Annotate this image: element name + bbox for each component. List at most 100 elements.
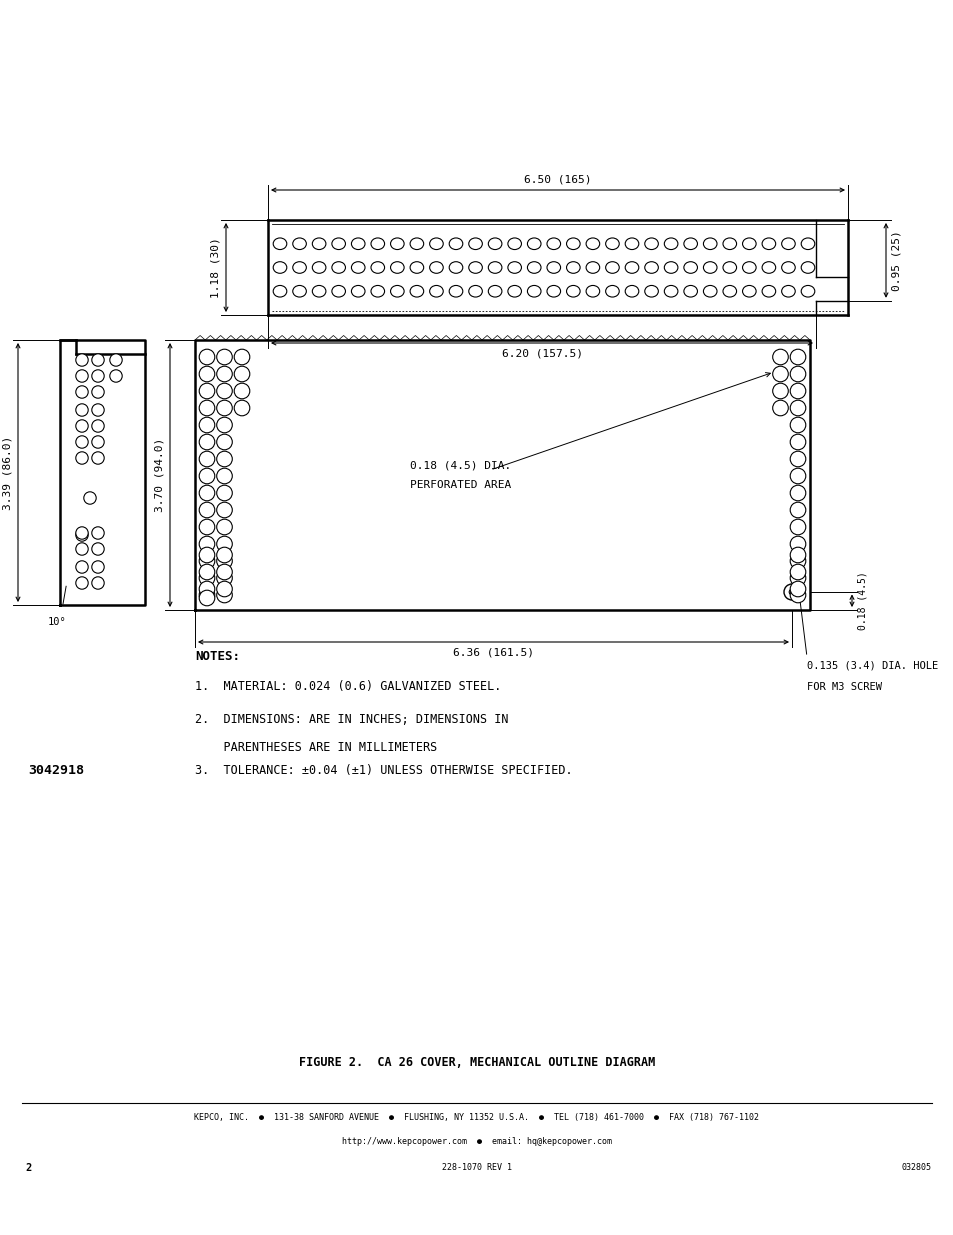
Circle shape — [216, 564, 233, 579]
Ellipse shape — [741, 262, 756, 273]
Circle shape — [216, 503, 233, 517]
Circle shape — [789, 587, 805, 603]
Circle shape — [789, 519, 805, 535]
Text: 6.20 (157.5): 6.20 (157.5) — [501, 348, 582, 358]
Circle shape — [233, 383, 250, 399]
Circle shape — [199, 536, 214, 552]
Circle shape — [216, 367, 233, 382]
Ellipse shape — [468, 238, 482, 249]
Circle shape — [199, 417, 214, 432]
Text: 3042918: 3042918 — [28, 764, 84, 777]
Circle shape — [199, 503, 214, 517]
Circle shape — [789, 451, 805, 467]
Circle shape — [75, 452, 88, 464]
Circle shape — [199, 383, 214, 399]
Ellipse shape — [683, 262, 697, 273]
Ellipse shape — [332, 285, 345, 298]
Circle shape — [75, 577, 88, 589]
Ellipse shape — [488, 285, 501, 298]
Circle shape — [789, 435, 805, 450]
Circle shape — [216, 519, 233, 535]
Circle shape — [199, 451, 214, 467]
Ellipse shape — [507, 238, 521, 249]
Circle shape — [772, 383, 787, 399]
Circle shape — [216, 383, 233, 399]
Ellipse shape — [605, 238, 618, 249]
Ellipse shape — [429, 285, 443, 298]
Text: 228-1070 REV 1: 228-1070 REV 1 — [441, 1163, 512, 1172]
Ellipse shape — [527, 262, 540, 273]
Circle shape — [75, 436, 88, 448]
Circle shape — [199, 590, 214, 606]
Ellipse shape — [761, 238, 775, 249]
Ellipse shape — [683, 285, 697, 298]
Ellipse shape — [390, 285, 404, 298]
Text: 0.18 (4.5) DIA.: 0.18 (4.5) DIA. — [410, 459, 511, 471]
Ellipse shape — [624, 262, 639, 273]
Ellipse shape — [312, 238, 326, 249]
Ellipse shape — [507, 285, 521, 298]
Ellipse shape — [371, 238, 384, 249]
Ellipse shape — [702, 238, 717, 249]
Ellipse shape — [566, 238, 579, 249]
Circle shape — [216, 553, 233, 569]
Circle shape — [75, 527, 88, 540]
Circle shape — [199, 547, 214, 563]
Circle shape — [772, 350, 787, 364]
Circle shape — [199, 582, 214, 597]
Ellipse shape — [546, 262, 560, 273]
Circle shape — [772, 367, 787, 382]
Circle shape — [216, 571, 233, 585]
Circle shape — [91, 353, 104, 367]
Circle shape — [110, 369, 122, 382]
Ellipse shape — [741, 285, 756, 298]
Ellipse shape — [273, 262, 287, 273]
Circle shape — [783, 584, 800, 600]
Text: 032805: 032805 — [901, 1163, 931, 1172]
Text: NOTES:: NOTES: — [194, 650, 240, 663]
Ellipse shape — [351, 285, 365, 298]
Text: 0.95 (25): 0.95 (25) — [890, 230, 901, 290]
Ellipse shape — [488, 262, 501, 273]
Ellipse shape — [293, 262, 306, 273]
Text: 10°: 10° — [48, 618, 67, 627]
Ellipse shape — [683, 238, 697, 249]
Circle shape — [91, 404, 104, 416]
Circle shape — [199, 553, 214, 569]
Circle shape — [91, 561, 104, 573]
Ellipse shape — [644, 262, 658, 273]
Text: KEPCO, INC.  ●  131-38 SANFORD AVENUE  ●  FLUSHING, NY 11352 U.S.A.  ●  TEL (718: KEPCO, INC. ● 131-38 SANFORD AVENUE ● FL… — [194, 1113, 759, 1123]
Ellipse shape — [449, 262, 462, 273]
Circle shape — [199, 485, 214, 501]
Circle shape — [91, 385, 104, 398]
Ellipse shape — [801, 285, 814, 298]
Circle shape — [216, 417, 233, 432]
Circle shape — [91, 577, 104, 589]
Circle shape — [199, 350, 214, 364]
Circle shape — [199, 435, 214, 450]
Ellipse shape — [585, 285, 599, 298]
Ellipse shape — [410, 262, 423, 273]
Ellipse shape — [371, 262, 384, 273]
Ellipse shape — [585, 262, 599, 273]
Circle shape — [233, 400, 250, 416]
Text: 1.18 (30): 1.18 (30) — [211, 237, 220, 298]
Ellipse shape — [566, 285, 579, 298]
Circle shape — [789, 536, 805, 552]
Ellipse shape — [293, 238, 306, 249]
Circle shape — [789, 553, 805, 569]
Circle shape — [75, 420, 88, 432]
Ellipse shape — [722, 285, 736, 298]
Circle shape — [199, 571, 214, 585]
Ellipse shape — [449, 238, 462, 249]
Ellipse shape — [566, 262, 579, 273]
Circle shape — [216, 435, 233, 450]
Text: FOR M3 SCREW: FOR M3 SCREW — [806, 682, 882, 692]
Circle shape — [789, 367, 805, 382]
Ellipse shape — [507, 262, 521, 273]
Ellipse shape — [371, 285, 384, 298]
Circle shape — [216, 350, 233, 364]
Ellipse shape — [644, 238, 658, 249]
Ellipse shape — [273, 285, 287, 298]
Circle shape — [91, 543, 104, 556]
